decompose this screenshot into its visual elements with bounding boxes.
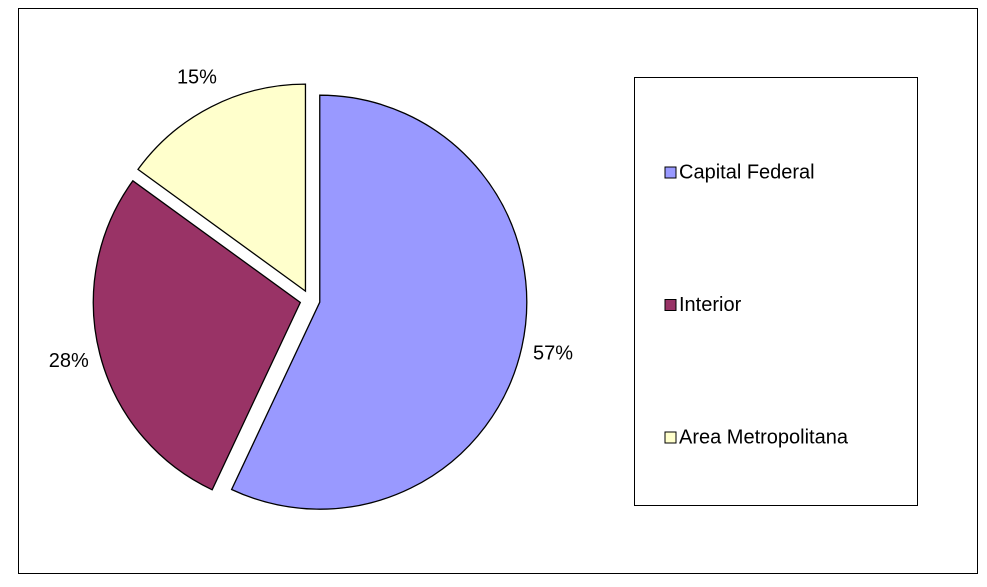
pie-slice: [230, 94, 528, 510]
legend-swatch: [664, 431, 677, 444]
legend-label: Capital Federal: [679, 161, 815, 183]
legend-swatch: [664, 299, 677, 311]
legend-swatch: [664, 166, 677, 179]
data-label: 28%: [49, 350, 89, 372]
legend-box: [634, 77, 918, 506]
pie-slice: [92, 179, 302, 491]
data-label: 15%: [177, 66, 217, 88]
legend-label: Interior: [679, 294, 742, 316]
legend-label: Area Metropolitana: [679, 426, 849, 448]
pie-slice: [137, 83, 307, 293]
data-label: 57%: [533, 343, 573, 365]
